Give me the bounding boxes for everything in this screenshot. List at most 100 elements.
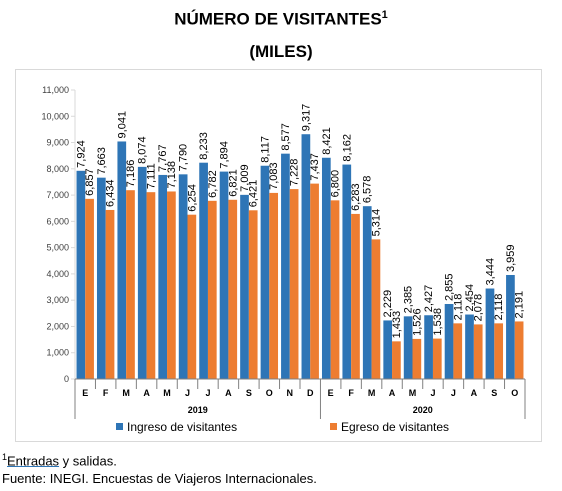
x-category-label: A: [389, 388, 396, 398]
data-label-egreso: 7,186: [125, 160, 137, 188]
data-label-egreso: 1,433: [391, 311, 403, 339]
data-label-ingreso: 6,578: [362, 176, 374, 204]
bar-egreso: [514, 321, 524, 379]
legend-label: Ingreso de visitantes: [127, 420, 237, 434]
bar-egreso: [494, 323, 504, 379]
chart-subtitle: (MILES): [249, 42, 313, 61]
legend-swatch: [330, 423, 337, 430]
bar-egreso: [432, 338, 442, 379]
data-label-ingreso: 8,577: [280, 123, 292, 151]
x-category-label: J: [430, 388, 435, 398]
legend-label: Egreso de visitantes: [341, 420, 449, 434]
bar-egreso: [351, 213, 360, 379]
bar-ingreso: [76, 170, 86, 379]
data-label-egreso: 6,800: [330, 170, 342, 198]
data-label-ingreso: 8,074: [137, 136, 149, 164]
y-tick-label: 0: [64, 374, 69, 384]
bar-ingreso: [158, 174, 168, 379]
source-note: Fuente: INEGI. Encuestas de Viajeros Int…: [2, 471, 317, 486]
bar-egreso: [187, 214, 197, 379]
x-category-label: M: [409, 388, 417, 398]
x-category-label: A: [225, 388, 232, 398]
x-category-label: S: [491, 388, 497, 398]
bar-egreso: [126, 190, 135, 379]
data-label-egreso: 7,111: [145, 163, 157, 189]
data-label-egreso: 7,228: [289, 159, 301, 187]
chart-title: NÚMERO DE VISITANTES1: [0, 9, 562, 30]
data-label-egreso: 7,437: [309, 153, 321, 181]
data-label-egreso: 6,421: [248, 180, 260, 208]
data-label-ingreso: 2,385: [403, 286, 415, 314]
data-label-ingreso: 8,421: [321, 127, 333, 155]
year-label: 2019: [188, 405, 208, 415]
x-category-label: M: [122, 388, 130, 398]
x-category-label: J: [205, 388, 210, 398]
bar-ingreso: [362, 206, 372, 379]
bar-egreso: [371, 239, 381, 379]
y-tick-label: 2,000: [46, 321, 69, 331]
data-label-ingreso: 2,454: [464, 284, 476, 312]
x-category-label: A: [471, 388, 478, 398]
data-label-ingreso: 7,790: [178, 144, 190, 172]
bar-chart: 0 1,000 2,000 3,000 4,000 5,000 6,000 7,000 8,00…: [41, 85, 525, 434]
x-category-label: J: [185, 388, 190, 398]
data-label-ingreso: 7,009: [239, 164, 251, 192]
bar-ingreso: [465, 314, 474, 379]
y-tick-label: 1,000: [46, 348, 69, 358]
bar-ingreso: [424, 315, 433, 379]
chart-area: 0 1,000 2,000 3,000 4,000 5,000 6,000 7,000 8,00…: [15, 69, 542, 442]
bar-ingreso: [219, 171, 229, 379]
bar-ingreso: [444, 303, 454, 379]
bar-egreso: [207, 200, 217, 379]
data-label-egreso: 1,538: [432, 308, 444, 336]
bar-ingreso: [301, 134, 311, 379]
data-label-egreso: 1,526: [411, 308, 423, 336]
x-category-label: N: [287, 388, 294, 398]
x-category-label: M: [368, 388, 376, 398]
footnote-rest: y salidas.: [59, 453, 117, 469]
bar-egreso: [167, 191, 176, 379]
y-tick-label: 5,000: [46, 243, 69, 253]
bar-ingreso: [240, 194, 249, 379]
bar-ingreso: [321, 157, 331, 379]
bar-egreso: [453, 323, 463, 379]
legend-swatch: [116, 423, 123, 430]
data-label-egreso: 7,083: [268, 162, 280, 190]
bar-egreso: [310, 183, 319, 379]
bar-ingreso: [178, 174, 188, 379]
bar-egreso: [146, 192, 156, 379]
x-category-label: E: [82, 388, 88, 398]
x-category-label: O: [511, 388, 518, 398]
bar-ingreso: [137, 166, 147, 379]
data-label-egreso: 2,078: [473, 294, 485, 322]
x-category-label: M: [163, 388, 171, 398]
x-category-label: F: [103, 388, 109, 398]
data-label-ingreso: 8,233: [198, 132, 210, 160]
bar-ingreso: [506, 274, 515, 379]
bar-ingreso: [342, 164, 352, 379]
data-label-egreso: 2,118: [452, 294, 464, 321]
bar-egreso: [473, 324, 483, 379]
data-label-ingreso: 2,427: [423, 285, 435, 313]
bar-egreso: [269, 192, 279, 379]
y-tick-label: 9,000: [46, 138, 69, 148]
data-label-ingreso: 9,041: [116, 111, 128, 139]
footnote-marker: 1: [2, 452, 8, 462]
bar-ingreso: [199, 162, 208, 379]
data-label-ingreso: 8,162: [341, 134, 353, 162]
bar-egreso: [330, 200, 340, 379]
data-label-ingreso: 2,855: [444, 273, 456, 301]
data-label-ingreso: 7,663: [96, 147, 108, 175]
y-tick-label: 4,000: [46, 269, 69, 279]
y-tick-label: 8,000: [46, 164, 69, 174]
data-label-egreso: 5,314: [370, 209, 382, 237]
data-label-egreso: 2,118: [493, 294, 505, 321]
bar-ingreso: [383, 320, 393, 379]
data-label-ingreso: 3,959: [505, 244, 517, 272]
data-label-ingreso: 3,444: [484, 258, 496, 286]
data-label-ingreso: 8,117: [259, 136, 271, 163]
x-category-label: F: [348, 388, 354, 398]
y-tick-label: 6,000: [46, 216, 69, 226]
bar-egreso: [289, 189, 299, 379]
x-category-label: S: [246, 388, 252, 398]
